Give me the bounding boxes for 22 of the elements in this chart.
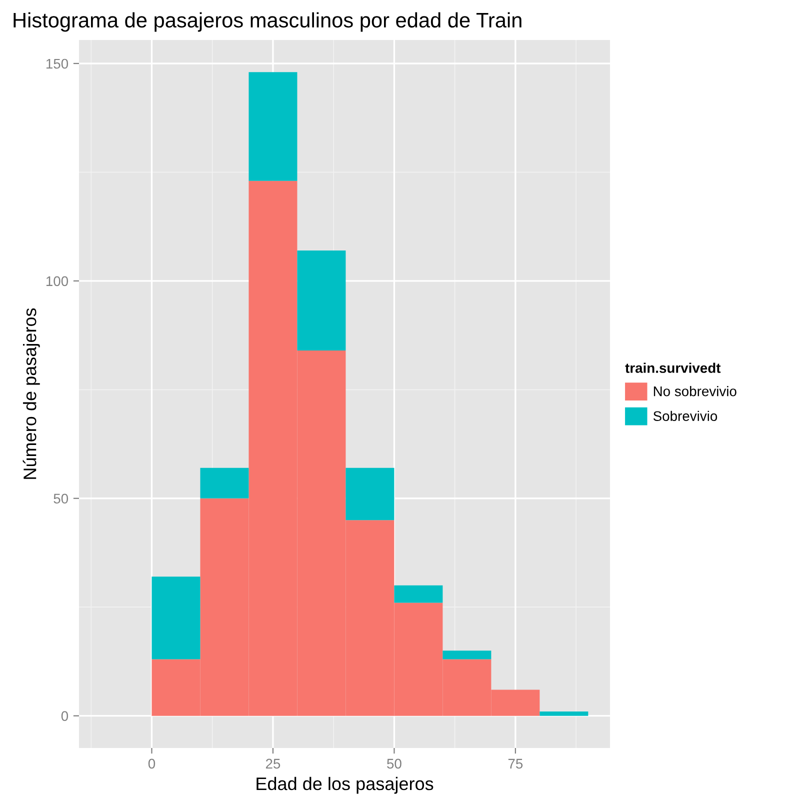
y-axis-title: Número de pasajeros: [22, 308, 40, 479]
chart-title: Histograma de pasajeros masculinos por edad de Train: [14, 12, 522, 32]
bar: [248, 72, 298, 181]
bar: [540, 711, 588, 716]
y-tick-label: 150: [46, 58, 68, 69]
bar: [394, 585, 443, 603]
y-tick-label: 100: [46, 276, 68, 286]
y-tick-label: 50: [54, 494, 68, 504]
x-tick-label: 25: [266, 758, 280, 769]
x-tick-label: 50: [387, 758, 402, 769]
x-axis-title: Edad de los pasajeros: [256, 776, 434, 794]
bar: [152, 576, 200, 660]
bar: [346, 468, 394, 520]
y-tick-label: 0: [61, 711, 68, 721]
legend-label: No sobrevivio: [654, 386, 736, 396]
bar: [297, 250, 346, 351]
bar: [442, 650, 492, 660]
x-tick-label: 0: [148, 758, 156, 769]
bar: [200, 468, 249, 498]
legend-title: train.survivedt: [625, 362, 721, 373]
x-tick-label: 75: [508, 758, 523, 769]
legend-label: Sobrevivio: [653, 410, 718, 422]
